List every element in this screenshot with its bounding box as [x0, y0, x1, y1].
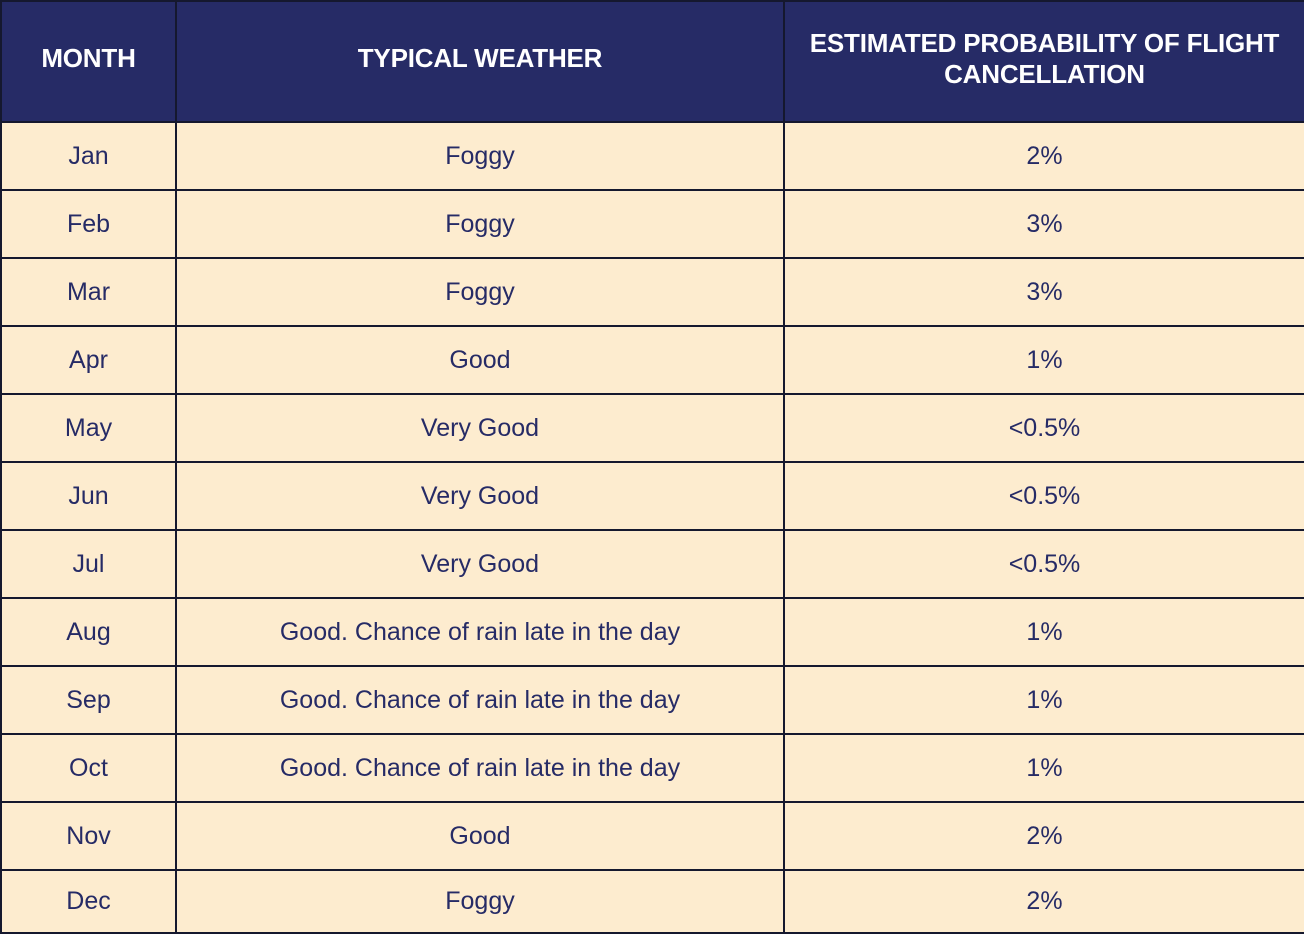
- weather-cell: Good: [175, 325, 785, 395]
- probability-cell: 1%: [783, 597, 1304, 667]
- month-cell: Mar: [0, 257, 177, 327]
- probability-cell: 3%: [783, 189, 1304, 259]
- month-cell: Sep: [0, 665, 177, 735]
- probability-cell: 2%: [783, 801, 1304, 871]
- header-month: MONTH: [0, 0, 177, 123]
- month-cell: Feb: [0, 189, 177, 259]
- weather-cell: Foggy: [175, 121, 785, 191]
- weather-cell: Very Good: [175, 393, 785, 463]
- probability-cell: 1%: [783, 325, 1304, 395]
- probability-cell: <0.5%: [783, 461, 1304, 531]
- table-row: Nov Good 2%: [0, 801, 1304, 871]
- probability-cell: <0.5%: [783, 393, 1304, 463]
- probability-cell: 2%: [783, 121, 1304, 191]
- probability-cell: 3%: [783, 257, 1304, 327]
- month-cell: Jan: [0, 121, 177, 191]
- month-cell: Dec: [0, 869, 177, 934]
- month-cell: Oct: [0, 733, 177, 803]
- table-row: Mar Foggy 3%: [0, 257, 1304, 327]
- weather-cell: Very Good: [175, 461, 785, 531]
- table-row: Oct Good. Chance of rain late in the day…: [0, 733, 1304, 803]
- table-body: Jan Foggy 2% Feb Foggy 3% Mar Foggy 3% A…: [0, 121, 1304, 934]
- weather-cell: Good. Chance of rain late in the day: [175, 597, 785, 667]
- header-cancellation-probability: ESTIMATED PROBABILITY OF FLIGHT CANCELLA…: [783, 0, 1304, 123]
- month-cell: Jun: [0, 461, 177, 531]
- weather-cell: Good. Chance of rain late in the day: [175, 665, 785, 735]
- month-cell: Jul: [0, 529, 177, 599]
- header-typical-weather: TYPICAL WEATHER: [175, 0, 785, 123]
- weather-cell: Foggy: [175, 869, 785, 934]
- month-cell: May: [0, 393, 177, 463]
- table-row: Apr Good 1%: [0, 325, 1304, 395]
- month-cell: Apr: [0, 325, 177, 395]
- month-cell: Aug: [0, 597, 177, 667]
- month-cell: Nov: [0, 801, 177, 871]
- probability-cell: 1%: [783, 665, 1304, 735]
- table-row: Aug Good. Chance of rain late in the day…: [0, 597, 1304, 667]
- table-row: Jul Very Good <0.5%: [0, 529, 1304, 599]
- probability-cell: 2%: [783, 869, 1304, 934]
- table-row: Sep Good. Chance of rain late in the day…: [0, 665, 1304, 735]
- probability-cell: <0.5%: [783, 529, 1304, 599]
- weather-cell: Very Good: [175, 529, 785, 599]
- table-row: Dec Foggy 2%: [0, 869, 1304, 934]
- table-header: MONTH TYPICAL WEATHER ESTIMATED PROBABIL…: [0, 0, 1304, 123]
- table-row: Jan Foggy 2%: [0, 121, 1304, 191]
- weather-cell: Foggy: [175, 189, 785, 259]
- table-row: Jun Very Good <0.5%: [0, 461, 1304, 531]
- probability-cell: 1%: [783, 733, 1304, 803]
- weather-cell: Good: [175, 801, 785, 871]
- table-row: May Very Good <0.5%: [0, 393, 1304, 463]
- weather-cell: Foggy: [175, 257, 785, 327]
- table-row: Feb Foggy 3%: [0, 189, 1304, 259]
- weather-cell: Good. Chance of rain late in the day: [175, 733, 785, 803]
- header-row: MONTH TYPICAL WEATHER ESTIMATED PROBABIL…: [0, 0, 1304, 123]
